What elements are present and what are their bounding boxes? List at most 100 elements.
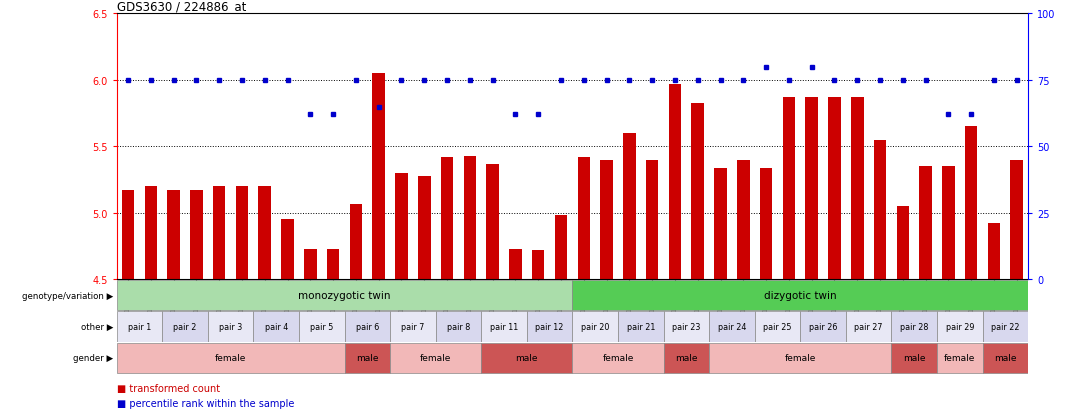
Bar	[305, 249, 316, 280]
Text: male: male	[903, 354, 926, 363]
Bar	[254, 312, 299, 342]
Bar	[846, 312, 891, 342]
Text: pair 20: pair 20	[581, 322, 609, 331]
Bar	[714, 168, 727, 280]
Text: dizygotic twin: dizygotic twin	[764, 290, 837, 300]
Text: pair 5: pair 5	[310, 322, 334, 331]
Text: pair 2: pair 2	[173, 322, 197, 331]
Bar	[710, 312, 755, 342]
Bar	[663, 312, 710, 342]
Text: pair 29: pair 29	[946, 322, 974, 331]
Text: female: female	[420, 354, 451, 363]
Bar	[942, 167, 955, 280]
Bar	[1011, 160, 1023, 280]
Bar	[258, 187, 271, 280]
Text: genotype/variation ▶: genotype/variation ▶	[23, 291, 113, 300]
Bar	[691, 103, 704, 280]
Bar	[418, 176, 431, 280]
Text: pair 1: pair 1	[127, 322, 151, 331]
Bar	[623, 134, 636, 280]
Bar	[482, 343, 572, 373]
Text: pair 21: pair 21	[626, 322, 654, 331]
Bar	[760, 168, 772, 280]
Text: female: female	[784, 354, 816, 363]
Bar	[983, 312, 1028, 342]
Bar	[373, 74, 384, 280]
Bar	[964, 127, 977, 280]
Bar	[737, 160, 750, 280]
Bar	[327, 249, 339, 280]
Bar	[207, 312, 254, 342]
Bar	[600, 160, 612, 280]
Bar	[896, 206, 909, 280]
Bar	[755, 312, 800, 342]
Bar	[345, 343, 390, 373]
Bar	[145, 187, 157, 280]
Bar	[213, 187, 226, 280]
Bar	[482, 312, 527, 342]
Text: pair 28: pair 28	[900, 322, 929, 331]
Text: gender ▶: gender ▶	[73, 354, 113, 363]
Bar	[988, 224, 1000, 280]
Bar	[190, 191, 203, 280]
Bar	[299, 312, 345, 342]
Text: ■ transformed count: ■ transformed count	[117, 383, 219, 393]
Text: pair 25: pair 25	[764, 322, 792, 331]
Text: male: male	[356, 354, 379, 363]
Bar	[851, 98, 864, 280]
Bar	[555, 216, 567, 280]
Bar	[162, 312, 207, 342]
Bar	[572, 312, 618, 342]
Bar	[463, 156, 476, 280]
Bar	[663, 343, 710, 373]
Text: female: female	[215, 354, 246, 363]
Bar	[578, 158, 590, 280]
Bar	[983, 343, 1028, 373]
Bar	[117, 343, 345, 373]
Bar	[486, 164, 499, 280]
Text: pair 27: pair 27	[854, 322, 882, 331]
Bar	[806, 98, 818, 280]
Text: pair 23: pair 23	[672, 322, 701, 331]
Bar	[783, 98, 795, 280]
Bar	[874, 140, 887, 280]
Text: pair 11: pair 11	[490, 322, 518, 331]
Text: ■ percentile rank within the sample: ■ percentile rank within the sample	[117, 399, 294, 408]
Text: other ▶: other ▶	[81, 322, 113, 331]
Bar	[937, 343, 983, 373]
Bar	[937, 312, 983, 342]
Text: male: male	[994, 354, 1016, 363]
Bar	[891, 312, 937, 342]
Bar	[441, 158, 454, 280]
Bar	[891, 343, 937, 373]
Bar	[572, 343, 663, 373]
Bar	[395, 173, 408, 280]
Bar	[800, 312, 846, 342]
Text: pair 12: pair 12	[536, 322, 564, 331]
Text: pair 8: pair 8	[447, 322, 470, 331]
Text: male: male	[675, 354, 698, 363]
Text: pair 3: pair 3	[219, 322, 242, 331]
Bar	[117, 312, 162, 342]
Bar	[345, 312, 390, 342]
Bar	[828, 98, 840, 280]
Bar	[122, 191, 134, 280]
Text: GDS3630 / 224886_at: GDS3630 / 224886_at	[117, 0, 246, 13]
Bar	[646, 160, 659, 280]
Bar	[435, 312, 482, 342]
Text: pair 7: pair 7	[401, 322, 424, 331]
Bar	[509, 249, 522, 280]
Text: pair 4: pair 4	[265, 322, 287, 331]
Bar	[281, 220, 294, 280]
Text: female: female	[944, 354, 975, 363]
Bar	[350, 204, 362, 280]
Bar	[919, 167, 932, 280]
Bar	[527, 312, 572, 342]
Text: pair 24: pair 24	[718, 322, 746, 331]
Text: monozygotic twin: monozygotic twin	[298, 290, 391, 300]
Text: pair 26: pair 26	[809, 322, 837, 331]
Bar	[669, 85, 681, 280]
Bar	[532, 250, 544, 280]
Text: female: female	[603, 354, 634, 363]
Bar	[710, 343, 891, 373]
